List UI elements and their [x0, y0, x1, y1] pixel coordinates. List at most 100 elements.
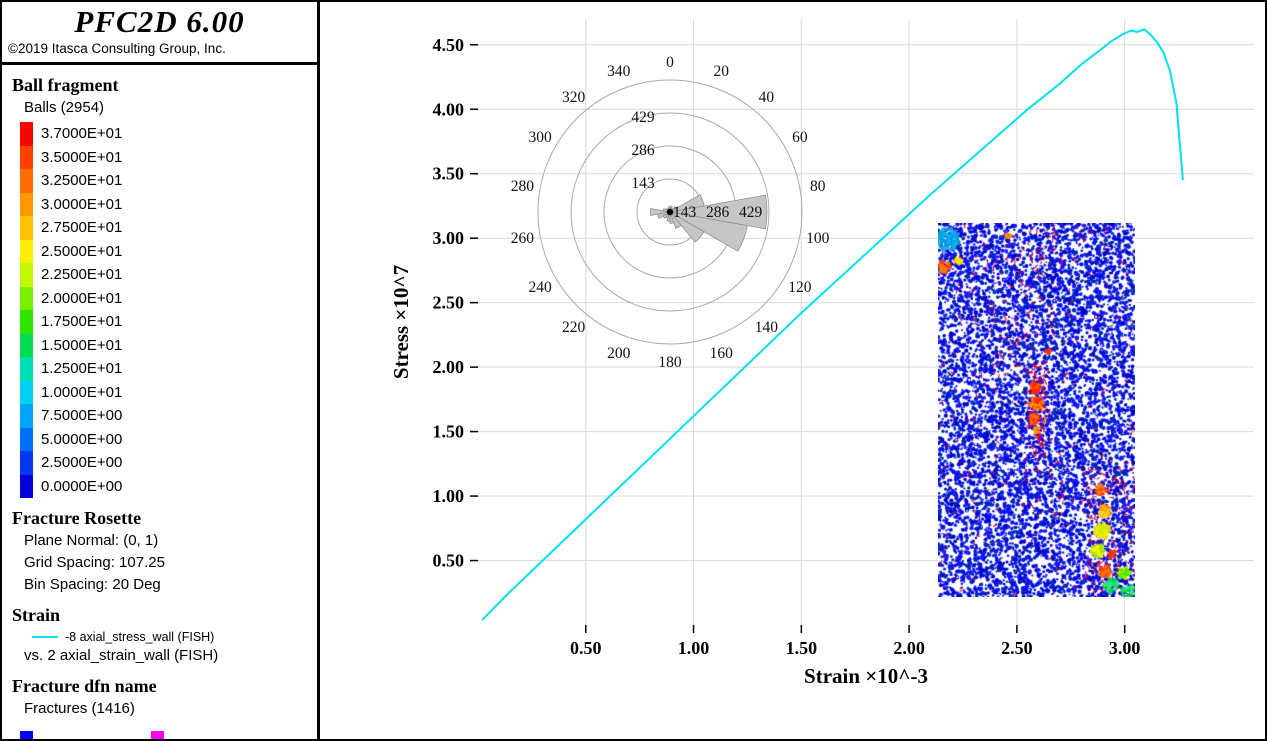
rosette-ring-label: 286 [631, 142, 655, 159]
legend-value: 1.5000E+01 [41, 336, 123, 354]
rosette-ring-label: 143 [673, 204, 697, 221]
legend-entry: 2.2500E+01 [20, 263, 317, 287]
legend-value: 3.5000E+01 [41, 148, 123, 166]
rosette-petal [669, 211, 748, 252]
legend-entry: 1.5000E+01 [20, 333, 317, 357]
rosette-angle-label: 160 [710, 345, 734, 362]
color-swatch [20, 286, 33, 310]
y-tick-label: 2.50 [433, 293, 465, 313]
rosette-angle-label: 260 [511, 230, 535, 247]
color-swatch [20, 357, 33, 381]
color-swatch [20, 451, 33, 475]
legend-entry: 3.5000E+01 [20, 145, 317, 169]
balls-count: Balls (2954) [24, 99, 105, 116]
dfn-swatch-blue [20, 731, 33, 739]
y-tick-label: 3.50 [433, 164, 465, 184]
legend-value: 2.7500E+01 [41, 219, 123, 237]
legend-entry: 2.5000E+01 [20, 239, 317, 263]
y-tick-label: 4.50 [433, 35, 465, 55]
legend-value: 5.0000E+00 [41, 430, 123, 448]
plot-area[interactable]: 0.50 1.00 1.50 2.00 2.50 3.00 0.50 1.00 1.50 2.00… [320, 2, 1265, 739]
x-tick-label: 2.50 [1001, 638, 1033, 658]
plot-view[interactable]: 0.50 1.00 1.50 2.00 2.50 3.00 0.50 1.00 1.50 2.00… [320, 2, 1265, 739]
y-tick-label: 2.00 [433, 357, 465, 377]
rosette-angle-label: 300 [528, 129, 552, 146]
color-swatch [20, 427, 33, 451]
rosette-petal [669, 211, 682, 229]
rosette-angle-label: 40 [759, 89, 775, 106]
legend-entry: 2.5000E+00 [20, 451, 317, 475]
legend-entry: 2.7500E+01 [20, 216, 317, 240]
x-tick-label: 1.00 [678, 638, 710, 658]
legend-entry: 1.7500E+01 [20, 310, 317, 334]
legend-value: 3.0000E+01 [41, 195, 123, 213]
legend-value: 2.0000E+01 [41, 289, 123, 307]
rosette-petals [650, 194, 768, 252]
stress-strain-curve [481, 28, 1184, 621]
x-axis-title: Strain ×10^-3 [804, 664, 928, 688]
legend-entry: 0.0000E+00 [20, 474, 317, 498]
rosette-angle-label: 60 [792, 129, 808, 146]
y-tick-label: 1.00 [433, 486, 465, 506]
color-swatch [20, 333, 33, 357]
color-swatch [20, 169, 33, 193]
x-tick-label: 0.50 [570, 638, 602, 658]
series-color-line [32, 636, 58, 638]
legend-entry: 7.5000E+00 [20, 404, 317, 428]
y-tick-label: 0.50 [433, 551, 465, 571]
rosette-petal [650, 208, 671, 216]
strain-heading: Strain [12, 605, 61, 625]
legend-entry: 5.0000E+00 [20, 427, 317, 451]
color-swatch [20, 239, 33, 263]
color-swatch [20, 263, 33, 287]
legend-entry: 2.0000E+01 [20, 286, 317, 310]
x-tick-label: 3.00 [1109, 638, 1141, 658]
color-scale: 3.7000E+01 3.5000E+01 3.2500E+01 3.0000E+01… [20, 122, 317, 498]
color-swatch [20, 310, 33, 334]
rosette-angle-label: 100 [806, 230, 830, 247]
fracture-dfn-heading: Fracture dfn name [12, 676, 157, 696]
fracture-rosette: 0 20 40 60 80 100 120 140 160 180 200 220 240 260 280 3… [511, 54, 830, 371]
legend-value: 2.5000E+00 [41, 454, 123, 472]
rosette-angle-label: 200 [607, 345, 631, 362]
legend-value: 1.0000E+01 [41, 383, 123, 401]
rosette-angle-label: 280 [511, 178, 535, 195]
ball-fragment-heading: Ball fragment [12, 75, 119, 95]
legend-entry: 3.7000E+01 [20, 122, 317, 146]
legend-value: 2.2500E+01 [41, 266, 123, 284]
legend-value: 3.2500E+01 [41, 172, 123, 190]
rosette-petal [669, 194, 768, 230]
x-tick-label: 2.00 [893, 638, 925, 658]
y-tick-label: 3.00 [433, 228, 465, 248]
legend-entry: 1.0000E+01 [20, 380, 317, 404]
dfn-swatch-magenta [151, 731, 164, 739]
divider [2, 62, 317, 65]
legend-value: 3.7000E+01 [41, 125, 123, 143]
bin-spacing-text: Bin Spacing: 20 Deg [24, 576, 161, 593]
rosette-angle-label: 240 [528, 279, 552, 296]
color-swatch [20, 145, 33, 169]
rosette-center-dot [666, 208, 674, 216]
legend-entry: 3.2500E+01 [20, 169, 317, 193]
app-title: PFC2D 6.00 [74, 4, 245, 39]
legend-entry: 3.0000E+01 [20, 192, 317, 216]
legend-value: 1.7500E+01 [41, 313, 123, 331]
y-tick-label: 4.00 [433, 99, 465, 119]
grid-spacing-text: Grid Spacing: 107.25 [24, 554, 165, 571]
color-swatch [20, 216, 33, 240]
y-tick-label: 1.50 [433, 422, 465, 442]
rosette-petal [669, 211, 705, 243]
rosette-angle-label: 20 [714, 63, 730, 80]
rosette-angle-label: 140 [755, 319, 779, 336]
gridlines [478, 19, 1254, 625]
series-label-1: -8 axial_stress_wall (FISH) [65, 630, 215, 644]
legend-panel: PFC2D 6.00 ©2019 Itasca Consulting Group… [2, 2, 320, 739]
legend-entry: 1.2500E+01 [20, 357, 317, 381]
rosette-angle-label: 180 [658, 354, 682, 371]
rosette-ring-label: 286 [706, 204, 730, 221]
specimen-view [938, 223, 1135, 597]
axis-tick-labels: 0.50 1.00 1.50 2.00 2.50 3.00 0.50 1.00 1.50 2.00… [433, 35, 1141, 658]
axis-ticks [470, 44, 1126, 633]
legend-value: 0.0000E+00 [41, 477, 123, 495]
